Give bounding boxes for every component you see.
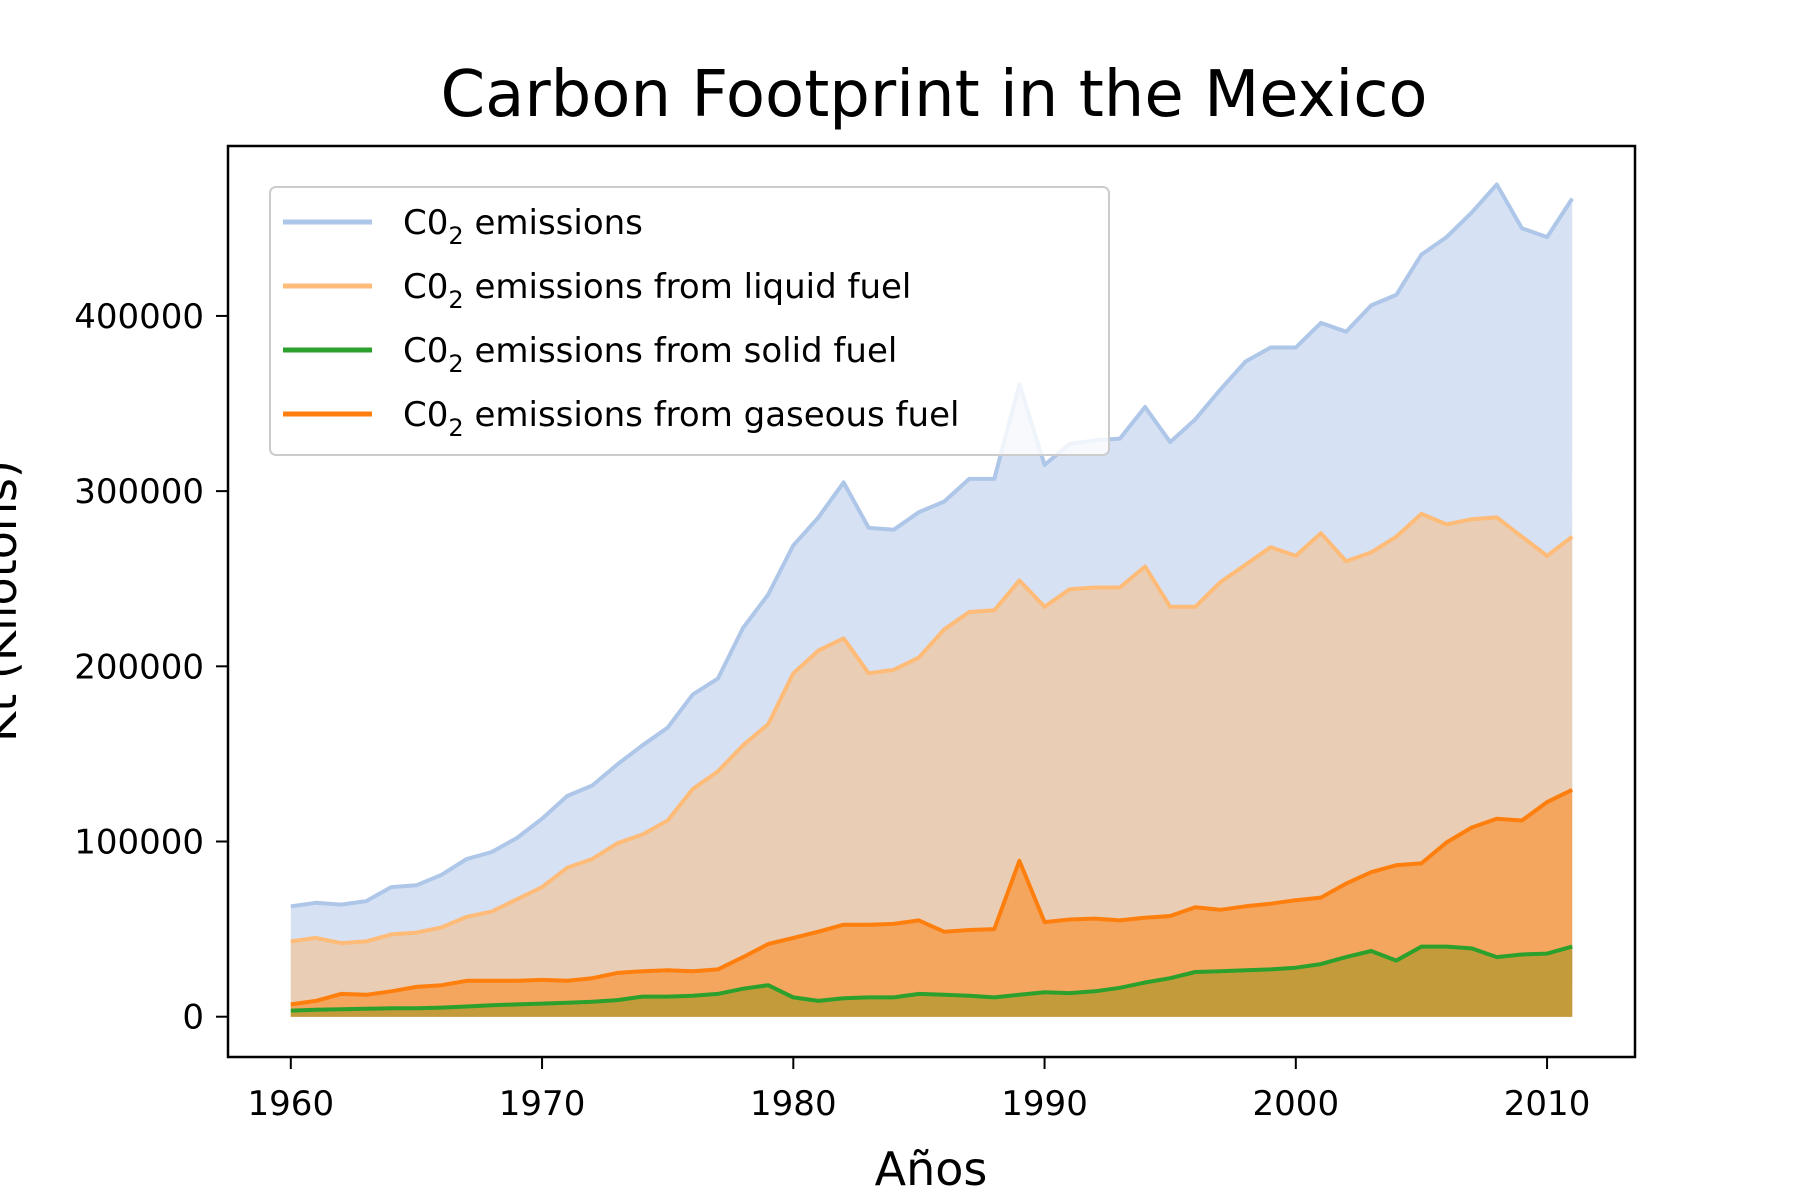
x-tick-label: 1980 (750, 1084, 837, 1124)
chart-title: Carbon Footprint in the Mexico (440, 58, 1427, 132)
y-tick-label: 400000 (74, 297, 204, 337)
legend-label-3: C02 emissions from gaseous fuel (403, 395, 959, 442)
legend-label-0: C02 emissions (403, 203, 643, 250)
y-tick-label: 200000 (74, 647, 204, 687)
series-fills (290, 184, 1573, 1017)
series-line-3 (290, 788, 1574, 1007)
x-axis-ticks: 1960 1970 1980 1990 2000 2010 (248, 1057, 1591, 1124)
series-line-0 (290, 182, 1574, 909)
series-line-1 (290, 511, 1574, 946)
y-tick-label: 0 (182, 998, 204, 1038)
y-tick-label: 300000 (74, 472, 204, 512)
x-tick-label: 2010 (1504, 1084, 1591, 1124)
legend-label-2: C02 emissions from solid fuel (403, 331, 897, 378)
plot-frame (226, 144, 1637, 1059)
legend-box (269, 186, 1110, 456)
x-tick-label: 2000 (1253, 1084, 1340, 1124)
x-tick-label: 1990 (1001, 1084, 1088, 1124)
legend: C02 emissions C02 emissions from liquid f… (269, 186, 1110, 456)
series-fill-3 (290, 789, 1573, 1017)
y-axis-label: Kt (Kilotons) (0, 460, 27, 742)
x-axis-label: Años (875, 1142, 988, 1196)
legend-label-1: C02 emissions from liquid fuel (403, 267, 911, 314)
x-tick-label: 1960 (248, 1084, 335, 1124)
y-axis-ticks: 0 100000 200000 300000 400000 (74, 297, 228, 1038)
x-tick-label: 1970 (499, 1084, 586, 1124)
y-tick-label: 100000 (74, 823, 204, 863)
series-fill-2 (290, 946, 1573, 1017)
series-fill-1 (290, 513, 1573, 1017)
series-lines (290, 182, 1574, 1013)
series-line-2 (290, 944, 1573, 1013)
